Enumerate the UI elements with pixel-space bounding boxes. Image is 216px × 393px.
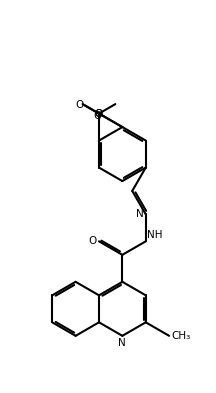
Text: N: N bbox=[136, 209, 144, 219]
Text: N: N bbox=[119, 338, 126, 348]
Text: O: O bbox=[95, 108, 103, 119]
Text: O: O bbox=[76, 101, 84, 110]
Text: O: O bbox=[95, 108, 103, 119]
Text: O: O bbox=[93, 110, 101, 121]
Text: CH₃: CH₃ bbox=[171, 331, 191, 341]
Text: O: O bbox=[89, 236, 97, 246]
Text: NH: NH bbox=[147, 230, 162, 240]
